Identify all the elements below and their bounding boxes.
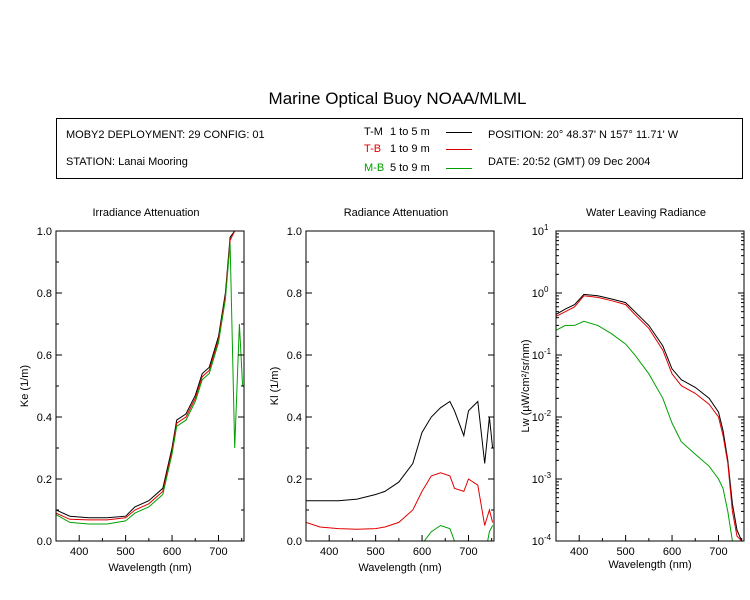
station-text: STATION: Lanai Mooring [66,156,188,168]
legend-code: T-B [364,143,382,155]
x-axis-label: Wavelength (nm) [608,559,691,571]
y-tick-label: 10 [532,226,544,238]
series-line-t-m [556,293,743,541]
legend-code: T-M [364,126,383,138]
chart-title: Water Leaving Radiance [586,207,706,219]
x-tick-label: 700 [209,546,227,558]
info-box: MOBY2 DEPLOYMENT: 29 CONFIG: 01 STATION:… [56,118,743,179]
y-tick-label: 10 [532,288,544,300]
y-tick-label: 0.2 [287,474,302,486]
y-tick-label: 10 [532,536,544,548]
x-tick-label: 700 [709,546,727,558]
chart-title: Irradiance Attenuation [92,207,199,219]
legend-code: M-B [364,162,385,174]
y-tick-label: 0.2 [37,474,52,486]
position-text: POSITION: 20° 48.37' N 157° 11.71' W [488,129,679,141]
y-tick-label: 10 [532,412,544,424]
y-tick-label: 1.0 [287,226,302,238]
legend-row-mb: M-B 5 to 9 m [364,162,472,174]
plot-frame [305,230,495,542]
plot-frame [555,230,745,542]
x-tick-label: 700 [459,546,477,558]
y-axis-label: Lw (µW/cm²/sr/nm) [520,339,532,432]
y-tick-label: 0.6 [287,350,302,362]
y-tick-label: 0.0 [37,536,52,548]
y-tick-label: 10 [532,350,544,362]
x-tick-label: 600 [163,546,181,558]
y-tick-label: 0.8 [287,288,302,300]
x-tick-label: 400 [570,546,588,558]
date-text: DATE: 20:52 (GMT) 09 Dec 2004 [488,156,651,168]
series-line-t-b [56,231,243,521]
x-tick-label: 500 [616,546,634,558]
chart-title: Radiance Attenuation [344,207,449,219]
legend-swatch [446,148,472,150]
y-tick-exponent: -2 [544,409,552,418]
x-tick-label: 600 [413,546,431,558]
y-tick-exponent: -1 [544,347,552,356]
legend-range: 1 to 5 m [390,126,430,138]
chart-1: Irradiance Attenuation 400 500 600 700 Wavele… [19,207,245,574]
y-tick-label: 0.4 [287,412,302,424]
y-tick-label: 0.0 [287,536,302,548]
y-tick-label: 0.4 [37,412,52,424]
legend-range: 5 to 9 m [390,162,430,174]
series-line-m-b [56,243,244,525]
x-tick-label: 400 [70,546,88,558]
y-tick-exponent: 0 [544,285,549,294]
y-tick-exponent: 1 [544,223,549,232]
series-line-m-b [423,524,494,541]
y-axis-label: Kl (1/m) [269,367,281,406]
series-line-t-b [306,472,494,530]
legend-swatch [446,167,472,169]
series-line-t-m [56,231,243,519]
legend-row-tm: T-M 1 to 5 m [364,126,472,138]
y-tick-exponent: -3 [544,471,552,480]
x-tick-label: 500 [366,546,384,558]
x-tick-label: 600 [663,546,681,558]
series-line-m-b [556,320,742,541]
y-tick-label: 0.8 [37,288,52,300]
y-axis-label: Ke (1/m) [19,365,31,407]
legend-range: 1 to 9 m [390,143,430,155]
deployment-text: MOBY2 DEPLOYMENT: 29 CONFIG: 01 [66,129,265,141]
chart-2: Radiance Attenuation 400 500 600 700 Waveleng… [269,207,495,574]
chart-3: Water Leaving Radiance 400 500 600 700 Wavele… [520,207,745,571]
x-tick-label: 400 [320,546,338,558]
y-tick-label: 0.6 [37,350,52,362]
legend-row-tb: T-B 1 to 9 m [364,143,472,155]
y-tick-label: 10 [532,474,544,486]
legend-swatch [446,131,472,133]
plot-frame [55,230,245,542]
x-axis-label: Wavelength (nm) [108,562,191,574]
y-tick-label: 1.0 [37,226,52,238]
page-title: Marine Optical Buoy NOAA/MLML [268,89,527,108]
y-tick-exponent: -4 [544,533,552,542]
x-tick-label: 500 [116,546,134,558]
x-axis-label: Wavelength (nm) [358,562,441,574]
series-line-t-b [556,295,743,541]
series-line-t-m [306,400,494,502]
